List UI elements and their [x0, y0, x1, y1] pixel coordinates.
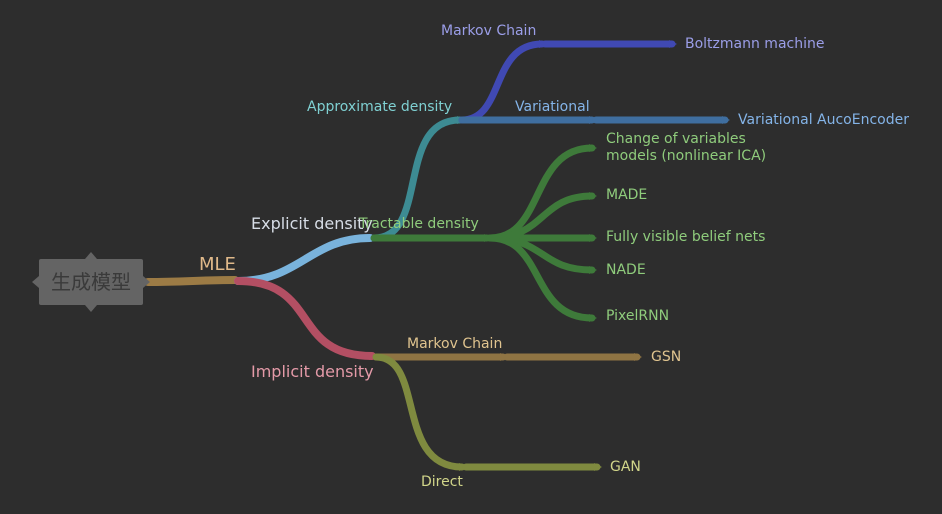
node-gsn-label[interactable]: GSN	[651, 349, 681, 365]
branch-mle-to-implicit	[234, 277, 376, 360]
root-node-right-handle	[143, 276, 150, 288]
branch-markov-lower-to-gsn-tip	[634, 353, 642, 361]
branch-tractable-to-pixelrnn-tip	[589, 314, 597, 322]
node-boltzmann-machine-label[interactable]: Boltzmann machine	[685, 36, 824, 52]
branch-markov-upper-to-boltzmann-tip	[669, 40, 677, 48]
branch-tractable-to-pixelrnn	[486, 234, 596, 322]
node-approximate-density-label[interactable]: Approximate density	[307, 99, 452, 115]
node-pixelrnn-label[interactable]: PixelRNN	[606, 308, 669, 324]
root-node-label: 生成模型	[51, 270, 131, 294]
node-variational-label[interactable]: Variational	[515, 99, 590, 115]
node-fvbn-label[interactable]: Fully visible belief nets	[606, 229, 765, 245]
node-change-of-variables-label-line2[interactable]: models (nonlinear ICA)	[606, 148, 766, 164]
node-explicit-density-label[interactable]: Explicit density	[251, 214, 373, 233]
root-node-box	[39, 259, 143, 305]
node-vae-label[interactable]: Variational AucoEncoder	[738, 112, 909, 128]
branch-explicit-to-approximate	[370, 116, 464, 242]
root-node-left-handle	[32, 276, 39, 288]
root-node-top-handle	[85, 252, 97, 259]
node-made-label[interactable]: MADE	[606, 187, 647, 203]
branch-root-to-mle	[144, 276, 239, 286]
root-node[interactable]: 生成模型	[32, 252, 150, 312]
branch-tractable-to-nade-tip	[589, 266, 597, 274]
node-gan-label[interactable]: GAN	[610, 459, 641, 475]
branch-mle-to-explicit	[234, 234, 374, 285]
node-markov-chain-lower-label[interactable]: Markov Chain	[407, 336, 502, 352]
node-direct-label[interactable]: Direct	[421, 474, 463, 490]
branch-tractable-to-change-of-variables-tip	[589, 144, 597, 152]
node-markov-chain-upper-label[interactable]: Markov Chain	[441, 23, 536, 39]
root-node-bottom-handle	[85, 305, 97, 312]
node-implicit-density-label[interactable]: Implicit density	[251, 362, 374, 381]
branch-implicit-to-direct	[372, 353, 466, 471]
node-nade-label[interactable]: NADE	[606, 262, 646, 278]
branch-variational-to-vae-tip	[722, 116, 730, 124]
branch-tractable-to-made-tip	[589, 192, 597, 200]
node-tractable-density-label[interactable]: Tractable density	[358, 216, 479, 232]
branch-direct-to-gan-tip	[594, 463, 602, 471]
branch-tractable-to-fvbn-tip	[589, 234, 597, 242]
node-change-of-variables-label-line1[interactable]: Change of variables	[606, 131, 746, 147]
branch-tractable-to-change-of-variables	[486, 144, 596, 242]
node-mle-label[interactable]: MLE	[199, 254, 236, 275]
